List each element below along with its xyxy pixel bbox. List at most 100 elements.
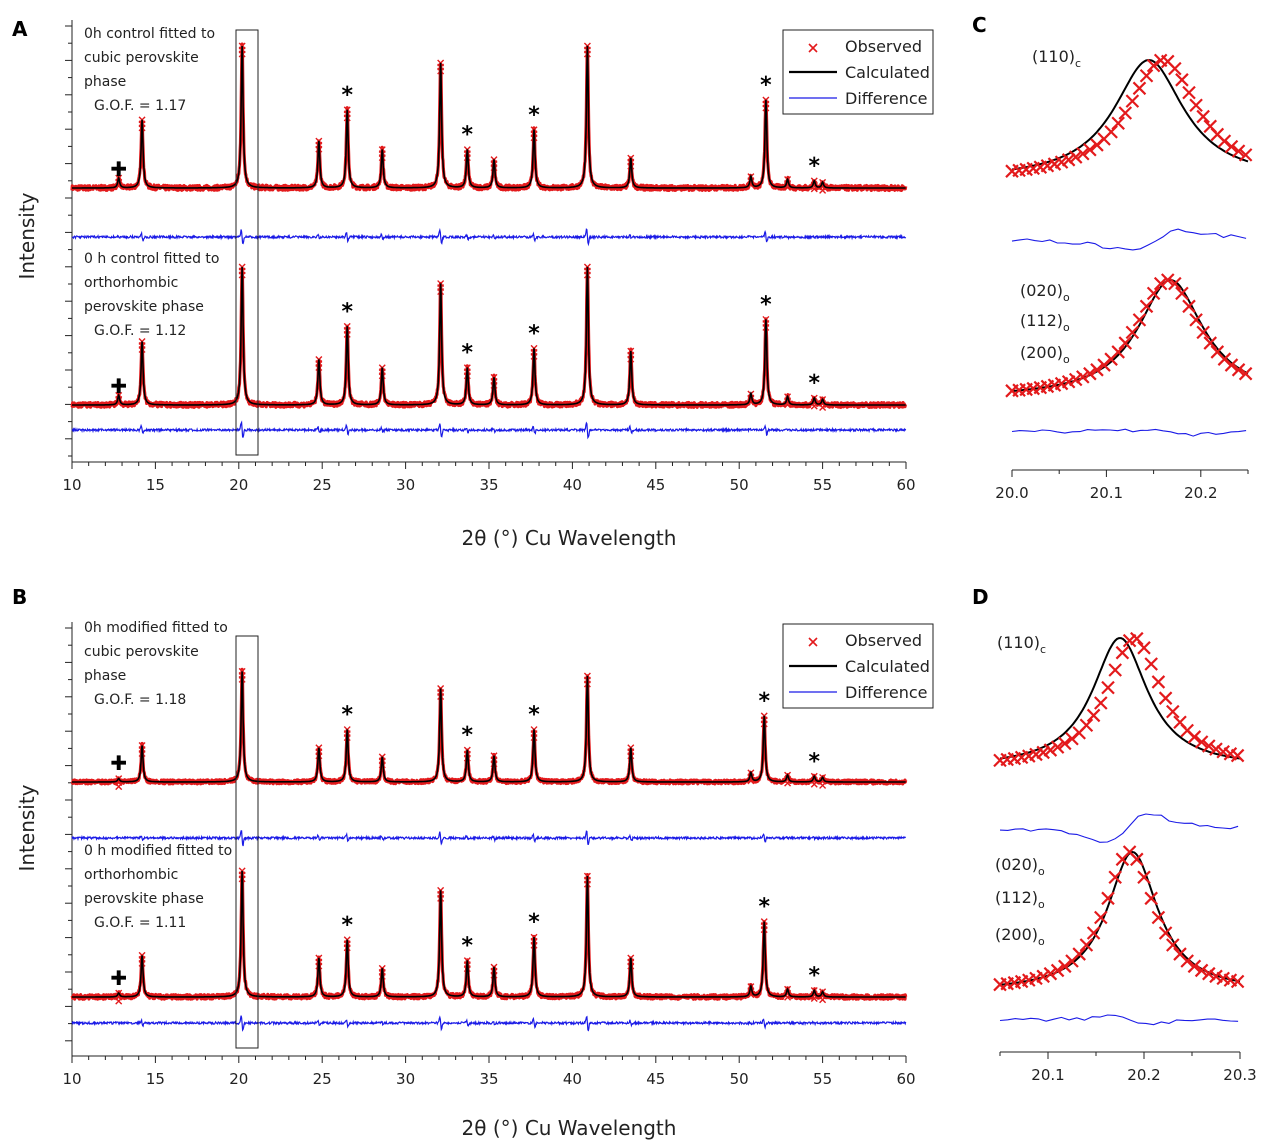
miller-index-label: (200)o: [1020, 343, 1070, 366]
observed-point: [1101, 891, 1115, 906]
observed-point: [1224, 139, 1239, 154]
observed-point: [1224, 358, 1239, 372]
observed-point: [1086, 708, 1101, 723]
observed-point: [1043, 743, 1058, 757]
fit-annotation: G.O.F. = 1.17: [94, 98, 186, 114]
fit-annotation: perovskite phase: [84, 299, 204, 315]
observed-point: [1182, 85, 1196, 100]
x-tick-label: 35: [479, 476, 498, 494]
observed-point: [1144, 657, 1158, 671]
observed-trace: [70, 667, 908, 786]
observed-point: [1194, 963, 1209, 978]
miller-index-label-main: (110): [997, 633, 1040, 652]
miller-index-label-subscript: o: [1038, 898, 1045, 911]
difference-trace: [71, 420, 907, 440]
x-tick-label: 10: [62, 476, 81, 494]
observed-point: [1203, 336, 1218, 350]
x-tick-label: 30: [396, 476, 415, 494]
observed-point: [1187, 730, 1202, 744]
calculated-trace: [72, 671, 906, 783]
observed-point: [1146, 286, 1161, 301]
impurity-star-marker: *: [528, 103, 540, 128]
x-tick-label: 20: [229, 1070, 248, 1088]
difference-curve: [999, 1014, 1239, 1026]
x-tick-label: 25: [313, 1070, 332, 1088]
observed-point: [1068, 372, 1083, 387]
difference-trace: [71, 830, 907, 847]
miller-index-label-main: (200): [995, 925, 1038, 944]
observed-point: [1194, 735, 1209, 749]
observed-point: [1090, 363, 1104, 377]
legend-A: Observed Calculated Difference: [782, 29, 934, 115]
observed-point: [115, 783, 123, 791]
observed-point: [1187, 959, 1202, 974]
observed-point: [1230, 748, 1245, 763]
observed-point: [1151, 675, 1166, 689]
legend-difference-label: Difference: [845, 683, 927, 702]
panel-letter-a: A: [12, 17, 28, 41]
observed-point: [490, 760, 498, 768]
x-tick-label: 60: [896, 1070, 915, 1088]
miller-index-label: (110)c: [997, 633, 1046, 656]
observed-point: [1132, 81, 1147, 96]
observed-point: [1111, 345, 1125, 359]
miller-index-label-subscript: o: [1063, 321, 1070, 334]
x-tick-label: 25: [313, 476, 332, 494]
observed-point: [1175, 73, 1189, 87]
observed-point: [1151, 910, 1166, 925]
observed-point: [1058, 736, 1072, 751]
zoom-region-box: [235, 29, 259, 456]
observed-point: [1061, 153, 1076, 167]
observed-point: [1231, 363, 1246, 377]
observed-point: [1175, 286, 1189, 301]
observed-point: [1153, 276, 1168, 291]
observed-point: [115, 997, 123, 1005]
impurity-star-marker: *: [809, 371, 821, 396]
observed-trace: [70, 42, 908, 193]
x-tick-label: 60: [896, 476, 915, 494]
secondary-phase-cross-marker: ✚: [110, 374, 127, 398]
observed-point: [819, 781, 827, 789]
observed-point: [1146, 58, 1161, 73]
x-tick-label: 20.1: [1031, 1066, 1064, 1084]
x-tick-label: 20: [229, 476, 248, 494]
observed-point: [1182, 299, 1196, 314]
fit-annotation: 0h control fitted to: [84, 26, 215, 42]
impurity-star-marker: *: [341, 913, 353, 938]
difference-curve: [1011, 228, 1247, 251]
impurity-star-marker: *: [760, 292, 772, 317]
panel-letter-d: D: [972, 585, 989, 609]
legend-observed-symbol: [808, 637, 818, 647]
observed-point: [1180, 954, 1194, 968]
y-axis-title-B: Intensity: [15, 784, 39, 871]
observed-point: [1166, 938, 1180, 952]
impurity-star-marker: *: [462, 723, 474, 748]
x-tick-label: 10: [62, 1070, 81, 1088]
observed-point: [1036, 745, 1050, 760]
observed-point: [1083, 366, 1097, 381]
x-tick-label: 45: [646, 476, 665, 494]
impurity-star-marker: *: [341, 703, 353, 728]
observed-point: [819, 996, 827, 1004]
miller-index-label: (200)o: [995, 925, 1045, 948]
fit-annotation: G.O.F. = 1.18: [94, 692, 186, 708]
observed-point: [819, 186, 827, 194]
observed-point: [1139, 68, 1154, 83]
observed-point: [1132, 313, 1147, 327]
x-tick-label: 55: [813, 476, 832, 494]
fit-annotation: phase: [84, 74, 126, 90]
legend-observed-symbol: [808, 43, 818, 53]
miller-index-label-main: (110): [1032, 47, 1075, 66]
impurity-star-marker: *: [809, 964, 821, 989]
observed-point: [1111, 116, 1125, 131]
secondary-phase-cross-marker: ✚: [110, 157, 127, 181]
impurity-star-marker: *: [462, 934, 474, 959]
x-tick-label: 50: [730, 1070, 749, 1088]
observed-point: [1144, 891, 1158, 906]
fit-annotation: 0 h modified fitted to: [84, 843, 232, 859]
observed-point: [1079, 938, 1094, 952]
observed-point: [1125, 325, 1140, 340]
miller-index-label: (112)o: [995, 888, 1045, 911]
observed-point: [1043, 966, 1058, 981]
